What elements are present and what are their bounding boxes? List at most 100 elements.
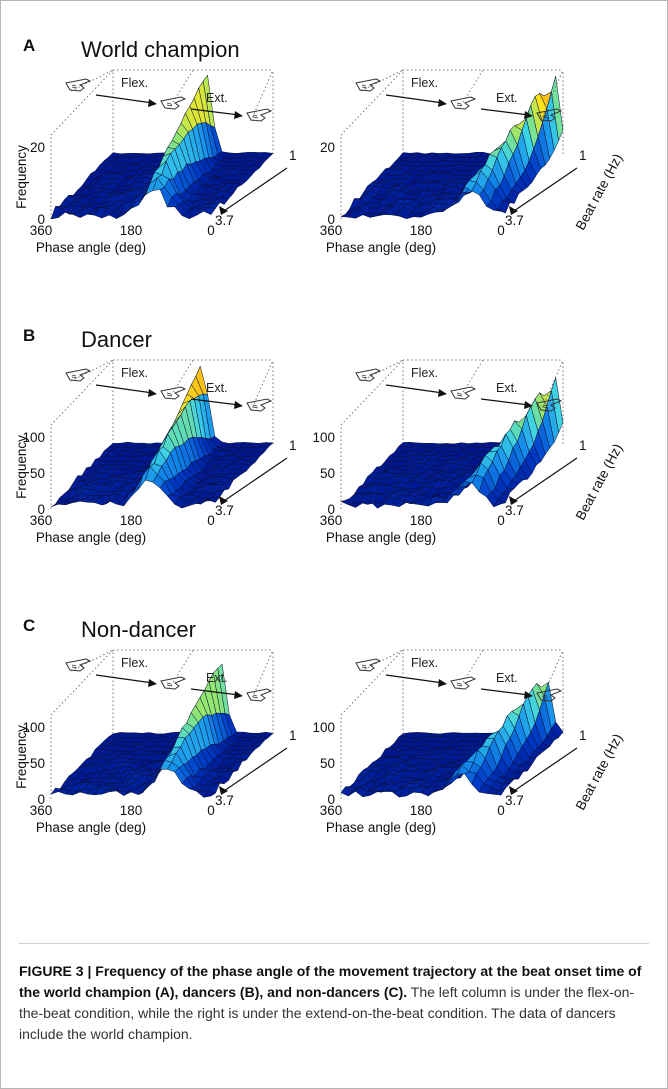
ext-label: Ext. xyxy=(496,671,518,685)
flex-label: Flex. xyxy=(411,76,438,90)
hand-ext-end xyxy=(536,688,563,702)
surface-patch xyxy=(493,498,507,508)
flex-arrow xyxy=(385,94,444,104)
beat-tick-label-1: 3.7 xyxy=(505,213,524,228)
hand-flex-end-outline xyxy=(450,386,477,400)
z-tick-label-1: 50 xyxy=(30,466,45,481)
x-axis-label: Phase angle (deg) xyxy=(326,240,436,255)
x-tick-label-1: 180 xyxy=(410,803,433,818)
x-axis-label: Phase angle (deg) xyxy=(326,530,436,545)
panel-title-B: Dancer xyxy=(81,327,152,352)
hand-flex-end-outline xyxy=(160,676,187,690)
z-tick-label-2: 0 xyxy=(37,502,45,517)
x-tick-label-2: 0 xyxy=(497,223,505,238)
hand-guide-1 xyxy=(168,649,194,690)
x-axis-label: Phase angle (deg) xyxy=(36,530,146,545)
z-tick-label-1: 0 xyxy=(37,212,45,227)
ext-arrow xyxy=(190,398,240,406)
hand-flex-start-fingers xyxy=(361,664,368,669)
z-tick-label-0: 20 xyxy=(320,140,335,155)
hand-ext-end xyxy=(246,398,273,412)
beat-rate-arrowhead xyxy=(509,206,518,215)
surface-patch xyxy=(493,209,506,214)
hand-flex-start-fingers xyxy=(71,664,78,669)
flex-label: Flex. xyxy=(121,656,148,670)
hand-flex-end xyxy=(450,386,477,400)
z-tick-label-0: 100 xyxy=(312,720,335,735)
z-tick-label-1: 50 xyxy=(320,756,335,771)
hand-flex-end-fingers xyxy=(166,392,173,397)
hand-ext-end-fingers xyxy=(252,694,259,699)
hand-flex-start-outline xyxy=(65,368,92,382)
surface-patch xyxy=(203,206,216,215)
frame-line-4 xyxy=(50,649,114,716)
x-tick-label-2: 0 xyxy=(207,803,215,818)
hand-ext-end-outline xyxy=(246,398,273,412)
flex-arrowhead xyxy=(148,389,157,397)
x-tick-label-0: 360 xyxy=(30,223,53,238)
beat-rate-arrowhead xyxy=(219,206,228,215)
hand-guide-2 xyxy=(540,649,564,702)
hand-flex-start xyxy=(355,658,382,672)
z-tick-label-1: 0 xyxy=(327,212,335,227)
ext-arrow xyxy=(480,688,530,696)
x-axis-label: Phase angle (deg) xyxy=(36,820,146,835)
x-tick-label-2: 0 xyxy=(207,513,215,528)
flex-label: Flex. xyxy=(121,76,148,90)
z-axis-label: Frequency xyxy=(14,435,29,499)
hand-ext-end-outline xyxy=(246,108,273,122)
surface-patch xyxy=(203,499,216,503)
x-tick-label-1: 180 xyxy=(410,223,433,238)
hand-flex-start-outline xyxy=(65,78,92,92)
ext-label: Ext. xyxy=(496,381,518,395)
hand-guide-1 xyxy=(168,69,194,110)
beat-rate-arrowhead xyxy=(509,786,518,795)
beat-tick-label-1: 3.7 xyxy=(215,793,234,808)
hand-guide-2 xyxy=(540,69,564,122)
flex-arrow xyxy=(385,384,444,394)
hand-ext-end-outline xyxy=(246,688,273,702)
ext-label: Ext. xyxy=(206,91,228,105)
surface-patch xyxy=(203,791,217,798)
x-tick-label-0: 360 xyxy=(30,513,53,528)
beat-tick-label-1: 3.7 xyxy=(215,213,234,228)
hand-flex-start-fingers xyxy=(361,84,368,89)
hand-flex-end-fingers xyxy=(456,102,463,107)
hand-flex-end-outline xyxy=(160,386,187,400)
flex-label: Flex. xyxy=(411,366,438,380)
x-tick-label-0: 360 xyxy=(320,513,343,528)
beat-rate-arrow xyxy=(220,457,288,504)
beat-rate-arrowhead xyxy=(219,786,228,795)
hand-guide-1 xyxy=(458,359,484,400)
x-tick-label-0: 360 xyxy=(320,803,343,818)
hand-guide-2 xyxy=(250,69,274,122)
hand-flex-end-fingers xyxy=(166,102,173,107)
ext-label: Ext. xyxy=(496,91,518,105)
ext-arrowhead xyxy=(234,691,243,699)
hand-guide-2 xyxy=(250,649,274,702)
ext-arrow xyxy=(190,108,240,116)
z-axis-label: Frequency xyxy=(14,145,29,209)
beat-tick-label-0: 1 xyxy=(579,148,587,163)
figure-caption: FIGURE 3 | Frequency of the phase angle … xyxy=(19,961,649,1045)
hand-guide-2 xyxy=(250,359,274,412)
panel-letter-C: C xyxy=(23,616,35,635)
flex-arrow xyxy=(95,384,154,394)
beat-tick-label-1: 3.7 xyxy=(505,793,524,808)
frame-line-4 xyxy=(50,69,114,136)
hand-flex-start xyxy=(355,78,382,92)
beat-tick-label-0: 1 xyxy=(289,438,297,453)
flex-arrow xyxy=(95,674,154,684)
hand-flex-end xyxy=(160,96,187,110)
beat-tick-label-1: 3.7 xyxy=(215,503,234,518)
x-tick-label-1: 180 xyxy=(120,803,143,818)
hand-ext-end-fingers xyxy=(542,114,549,119)
frame-line-4 xyxy=(340,359,404,426)
z-tick-label-0: 20 xyxy=(30,140,45,155)
